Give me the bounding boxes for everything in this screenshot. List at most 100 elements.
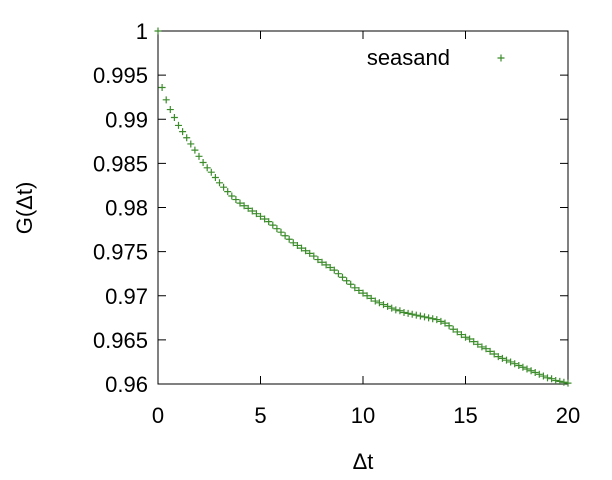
data-point — [302, 247, 310, 255]
data-point — [203, 164, 211, 172]
y-tick-label: 0.975 — [93, 240, 148, 265]
data-point — [289, 239, 297, 247]
data-point — [544, 374, 551, 382]
data-point — [400, 309, 408, 317]
data-point — [478, 343, 486, 351]
plot-frame — [157, 30, 569, 385]
data-point — [564, 379, 572, 387]
y-tick-label: 0.97 — [105, 284, 148, 309]
data-point — [170, 113, 178, 121]
data-point — [535, 370, 543, 378]
x-tick-label: 0 — [152, 403, 164, 428]
x-axis-ticks: 0 5 10 15 20 — [152, 31, 580, 428]
data-point — [298, 244, 305, 252]
data-point — [277, 228, 285, 236]
y-tick-label: 0.965 — [93, 328, 148, 353]
data-point — [367, 294, 375, 302]
data-point — [228, 192, 236, 200]
x-tick-label: 15 — [453, 403, 477, 428]
data-point — [380, 301, 387, 309]
legend-plus-marker — [497, 54, 505, 62]
data-point — [531, 369, 539, 377]
y-axis-label: G(Δt) — [12, 182, 37, 235]
x-tick-label: 10 — [351, 403, 375, 428]
data-point — [494, 353, 502, 361]
data-point — [515, 361, 523, 369]
data-point — [388, 304, 396, 312]
data-point — [445, 322, 453, 330]
data-point — [240, 202, 248, 210]
data-point — [375, 299, 383, 307]
y-tick-label: 0.99 — [105, 107, 148, 132]
data-point — [498, 354, 506, 362]
data-point — [449, 325, 457, 333]
data-point — [556, 377, 564, 385]
data-point — [453, 328, 461, 336]
data-point — [347, 280, 355, 288]
data-point — [503, 356, 510, 364]
data-point — [281, 232, 289, 240]
data-point — [183, 134, 191, 142]
data-point — [179, 128, 187, 136]
data-point — [285, 235, 293, 243]
data-point — [363, 292, 371, 300]
data-point — [429, 315, 437, 323]
data-point — [166, 106, 174, 114]
data-point — [462, 333, 469, 341]
data-point — [195, 152, 203, 160]
data-point — [408, 310, 416, 318]
data-point — [261, 215, 269, 223]
data-point — [441, 319, 449, 327]
data-point — [334, 270, 342, 278]
data-point — [351, 284, 359, 292]
data-point — [466, 335, 474, 343]
data-point — [384, 302, 392, 310]
data-point — [211, 173, 219, 181]
data-point — [252, 210, 260, 218]
data-point — [306, 249, 314, 257]
data-point — [404, 309, 412, 317]
data-point — [330, 266, 338, 274]
y-tick-label: 0.98 — [105, 196, 148, 221]
data-point — [216, 179, 223, 187]
data-point — [425, 314, 433, 322]
data-point — [310, 252, 318, 260]
data-point — [416, 312, 424, 320]
data-point — [326, 264, 334, 272]
data-point — [433, 316, 441, 324]
data-point — [162, 96, 170, 104]
data-point — [322, 261, 330, 269]
data-point — [220, 183, 228, 191]
legend: seasand — [367, 45, 505, 70]
data-point — [257, 212, 264, 220]
data-point — [236, 199, 244, 207]
data-point — [474, 340, 482, 348]
data-point — [175, 121, 182, 129]
legend-label: seasand — [367, 45, 450, 70]
data-point — [437, 317, 445, 325]
data-point — [314, 256, 322, 264]
data-point — [273, 225, 281, 233]
data-point — [265, 218, 273, 226]
data-point — [293, 241, 301, 249]
data-point — [560, 378, 568, 386]
x-tick-label: 5 — [254, 403, 266, 428]
data-point — [248, 207, 256, 215]
data-point — [519, 363, 527, 371]
data-point — [371, 297, 379, 305]
data-point — [548, 375, 556, 383]
y-tick-label: 1 — [136, 19, 148, 44]
data-point — [421, 313, 428, 321]
data-point — [355, 286, 363, 294]
data-point — [158, 83, 166, 91]
data-point — [318, 258, 326, 266]
data-point — [457, 331, 465, 339]
data-point — [412, 311, 420, 319]
y-axis-ticks: 0.96 0.965 0.97 0.975 0.98 0.985 0.99 0.995 1 — [93, 19, 568, 397]
data-point — [396, 307, 404, 315]
data-point — [482, 345, 490, 353]
legend-marker — [497, 54, 505, 62]
data-point — [207, 168, 215, 176]
data-point — [527, 367, 535, 375]
